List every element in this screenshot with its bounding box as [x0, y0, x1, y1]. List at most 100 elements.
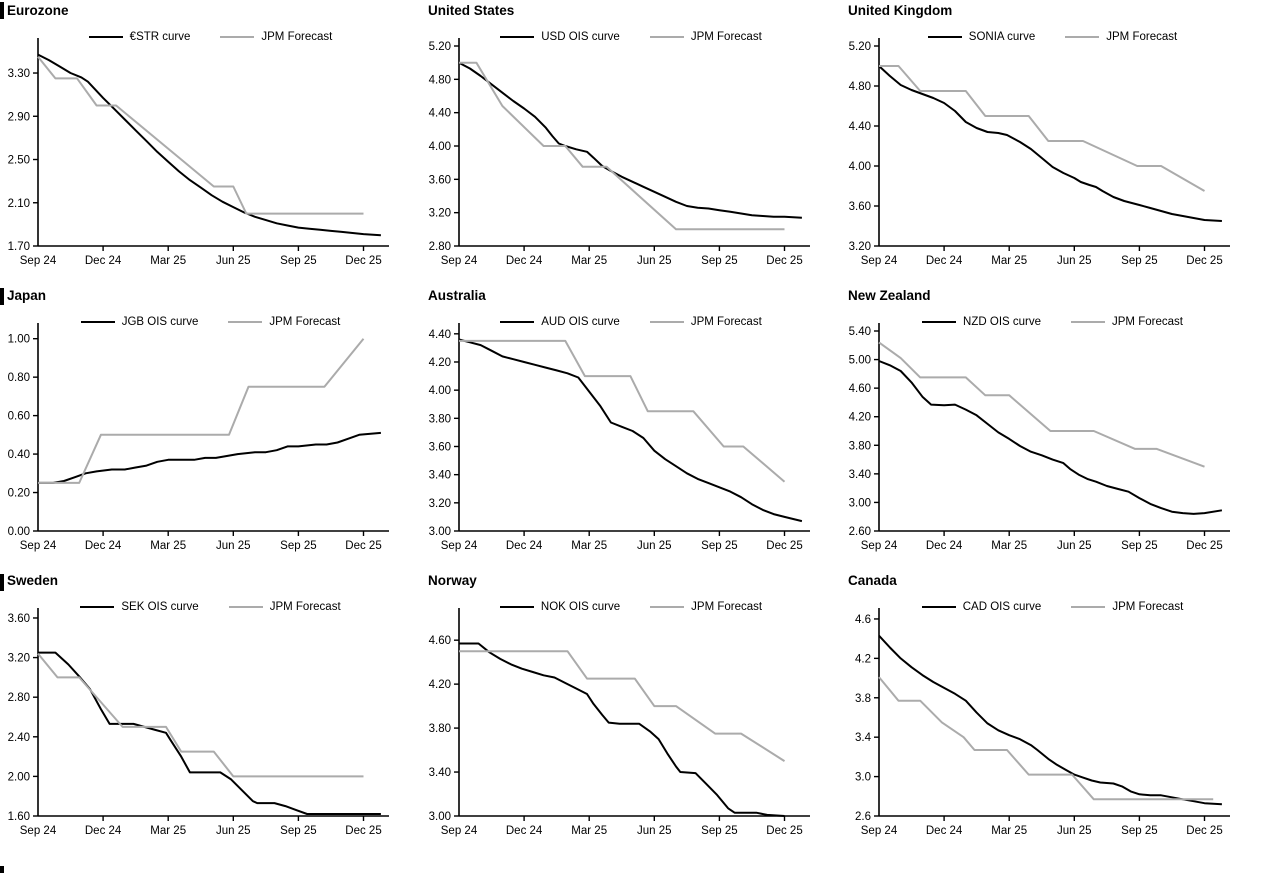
svg-text:3.60: 3.60 [8, 613, 30, 625]
chart-title-australia: Australia [428, 288, 486, 303]
chart-cell-canada: Canada CAD OIS curve JPM Forecast 4.6 4.2… [841, 570, 1264, 873]
svg-text:Sep 24: Sep 24 [20, 540, 57, 552]
section-marker [0, 2, 4, 19]
svg-text:3.00: 3.00 [429, 526, 451, 538]
svg-text:4.00: 4.00 [429, 385, 451, 397]
svg-text:Mar 25: Mar 25 [571, 540, 607, 552]
svg-text:Dec 24: Dec 24 [85, 825, 122, 837]
chart-cell-norway: Norway NOK OIS curve JPM Forecast 4.60 4.… [421, 570, 841, 873]
svg-text:2.10: 2.10 [8, 198, 30, 210]
svg-text:2.80: 2.80 [429, 241, 451, 253]
svg-text:Jun 25: Jun 25 [637, 255, 672, 267]
svg-text:Mar 25: Mar 25 [150, 540, 186, 552]
svg-text:3.20: 3.20 [8, 653, 30, 665]
chart-title-united-kingdom: United Kingdom [848, 3, 953, 18]
chart-plot-united-states: 5.20 4.80 4.40 4.00 3.60 3.20 2.80 Sep 24 Dec 24… [429, 38, 810, 267]
svg-text:4.60: 4.60 [849, 383, 871, 395]
svg-text:3.60: 3.60 [429, 441, 451, 453]
chart-plot-australia: 4.40 4.20 4.00 3.80 3.60 3.40 3.20 3.00 Sep 24 De… [429, 323, 810, 552]
svg-text:2.90: 2.90 [8, 111, 30, 123]
svg-text:Sep 25: Sep 25 [701, 540, 737, 552]
svg-text:3.8: 3.8 [855, 693, 871, 705]
svg-text:4.20: 4.20 [429, 357, 451, 369]
svg-text:Sep 24: Sep 24 [441, 825, 478, 837]
section-marker [0, 288, 4, 305]
svg-text:Mar 25: Mar 25 [991, 825, 1027, 837]
svg-text:3.30: 3.30 [8, 68, 30, 80]
svg-text:3.4: 3.4 [855, 732, 872, 744]
section-marker [0, 866, 4, 873]
svg-text:Dec 24: Dec 24 [926, 255, 963, 267]
svg-text:Dec 25: Dec 25 [766, 540, 802, 552]
svg-text:4.2: 4.2 [855, 653, 871, 665]
svg-text:4.80: 4.80 [429, 74, 451, 86]
svg-text:4.00: 4.00 [849, 161, 871, 173]
svg-text:3.80: 3.80 [849, 440, 871, 452]
chart-title-sweden: Sweden [7, 573, 59, 588]
svg-text:Dec 25: Dec 25 [766, 255, 802, 267]
svg-text:5.20: 5.20 [849, 41, 871, 53]
svg-text:1.70: 1.70 [8, 241, 30, 253]
svg-text:3.20: 3.20 [429, 208, 451, 220]
chart-title-eurozone: Eurozone [7, 3, 69, 18]
svg-text:Dec 24: Dec 24 [85, 255, 122, 267]
chart-title-canada: Canada [848, 573, 897, 588]
svg-text:3.80: 3.80 [429, 413, 451, 425]
svg-text:3.40: 3.40 [429, 470, 451, 482]
chart-plot-canada: 4.6 4.2 3.8 3.4 3.0 2.6 Sep 24 Dec 24 Mar 25 Jun … [855, 608, 1230, 837]
svg-text:Mar 25: Mar 25 [571, 825, 607, 837]
svg-text:3.40: 3.40 [429, 767, 451, 779]
chart-plot-new-zealand: 5.40 5.00 4.60 4.20 3.80 3.40 3.00 2.60 Sep 24 De… [849, 323, 1230, 552]
svg-text:0.80: 0.80 [8, 372, 30, 384]
svg-text:Mar 25: Mar 25 [150, 825, 186, 837]
svg-text:0.00: 0.00 [8, 526, 30, 538]
svg-text:4.00: 4.00 [429, 141, 451, 153]
svg-text:0.20: 0.20 [8, 488, 30, 500]
svg-text:Dec 24: Dec 24 [506, 825, 543, 837]
svg-text:5.00: 5.00 [849, 355, 871, 367]
section-marker [0, 574, 4, 591]
svg-text:3.60: 3.60 [429, 174, 451, 186]
chart-cell-sweden: Sweden SEK OIS curve JPM Forecast 3.60 3.… [0, 570, 421, 873]
svg-text:Mar 25: Mar 25 [150, 255, 186, 267]
svg-text:Dec 24: Dec 24 [85, 540, 122, 552]
svg-text:Sep 24: Sep 24 [441, 540, 478, 552]
svg-text:Sep 25: Sep 25 [701, 255, 737, 267]
svg-text:3.40: 3.40 [849, 469, 871, 481]
svg-text:2.60: 2.60 [849, 526, 871, 538]
svg-text:Dec 25: Dec 25 [345, 825, 381, 837]
chart-cell-united-kingdom: United Kingdom SONIA curve JPM Forecast … [841, 0, 1264, 285]
svg-text:3.80: 3.80 [429, 723, 451, 735]
svg-text:Sep 25: Sep 25 [1121, 255, 1157, 267]
svg-text:1.00: 1.00 [8, 334, 30, 346]
svg-text:Sep 24: Sep 24 [20, 825, 57, 837]
svg-text:5.40: 5.40 [849, 326, 871, 338]
svg-text:Jun 25: Jun 25 [637, 825, 672, 837]
svg-text:Sep 25: Sep 25 [1121, 825, 1157, 837]
svg-text:2.80: 2.80 [8, 692, 30, 704]
chart-cell-eurozone: Eurozone €STR curve JPM Forecast 3.30 2.9… [0, 0, 421, 285]
svg-text:Sep 24: Sep 24 [861, 255, 898, 267]
svg-text:Sep 25: Sep 25 [280, 540, 316, 552]
svg-text:3.60: 3.60 [849, 201, 871, 213]
chart-plot-japan: 1.00 0.80 0.60 0.40 0.20 0.00 Sep 24 Dec 24 Mar … [8, 323, 389, 552]
svg-text:Sep 24: Sep 24 [441, 255, 478, 267]
svg-text:2.50: 2.50 [8, 155, 30, 167]
svg-text:Dec 25: Dec 25 [1186, 540, 1222, 552]
svg-text:4.40: 4.40 [849, 121, 871, 133]
svg-text:Sep 25: Sep 25 [280, 825, 316, 837]
chart-plot-united-kingdom: 5.20 4.80 4.40 4.00 3.60 3.20 Sep 24 Dec 24 Mar … [849, 38, 1230, 267]
svg-text:2.6: 2.6 [855, 811, 871, 823]
chart-cell-australia: Australia AUD OIS curve JPM Forecast 4.4… [421, 285, 841, 570]
svg-text:3.00: 3.00 [849, 497, 871, 509]
chart-cell-japan: Japan JGB OIS curve JPM Forecast 1.00 0.8… [0, 285, 421, 570]
svg-text:3.0: 3.0 [855, 772, 871, 784]
svg-text:Dec 25: Dec 25 [345, 540, 381, 552]
svg-text:Mar 25: Mar 25 [571, 255, 607, 267]
svg-text:Dec 25: Dec 25 [1186, 825, 1222, 837]
svg-text:Dec 24: Dec 24 [926, 540, 963, 552]
svg-text:Jun 25: Jun 25 [216, 825, 251, 837]
svg-text:4.80: 4.80 [849, 81, 871, 93]
svg-text:Dec 25: Dec 25 [766, 825, 802, 837]
svg-text:2.40: 2.40 [8, 732, 30, 744]
